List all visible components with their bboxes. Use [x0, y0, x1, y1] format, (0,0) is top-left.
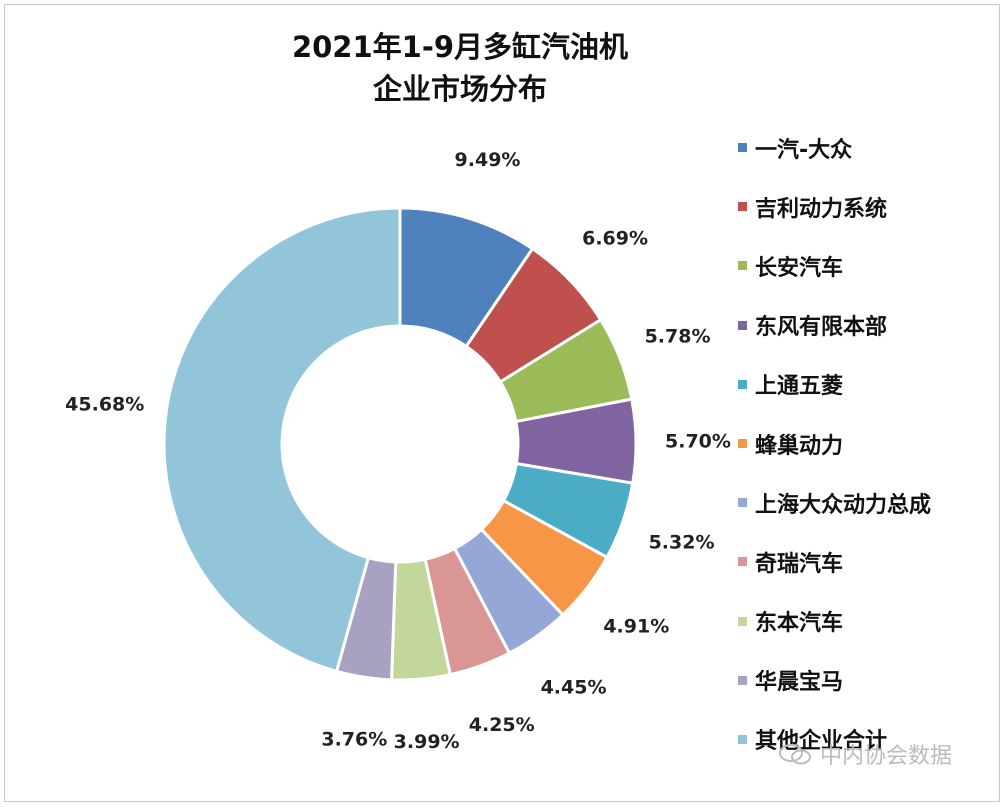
chart-title-line-1: 2021年1-9月多缸汽油机: [291, 30, 629, 64]
donut-slice: [162, 206, 402, 674]
watermark: 中内协会数据: [778, 738, 952, 770]
legend: 一汽-大众吉利动力系统 长安汽车东风有限本部 上通五菱蜂巢动力上海大众动力总成 奇瑞汽…: [738, 118, 931, 769]
legend-label: 长安汽车: [755, 255, 844, 281]
legend-item: 其他企业合计: [738, 710, 931, 769]
legend-item: 华晨宝马: [738, 651, 931, 710]
legend-swatch: [738, 616, 747, 626]
legend-label: 上海大众动力总成: [755, 492, 932, 518]
legend-label: 上通五菱: [755, 374, 844, 400]
legend-label: 一汽-大众: [755, 137, 853, 163]
legend-swatch: [738, 734, 747, 744]
data-label: 5.78%: [645, 325, 711, 347]
chart-title: 2021年1-9月多缸汽油机 企业市场分布: [250, 26, 670, 110]
legend-item: 东本汽车: [738, 592, 931, 651]
legend-swatch: [738, 439, 747, 449]
data-label: 4.45%: [541, 676, 607, 698]
data-label: 45.68%: [65, 394, 144, 416]
legend-item: 一汽-大众: [738, 118, 931, 177]
data-label: 5.32%: [649, 532, 715, 554]
legend-swatch: [738, 143, 747, 153]
watermark-text: 中内协会数据: [820, 744, 953, 769]
legend-swatch: [738, 379, 747, 389]
legend-item: 上通五菱: [738, 355, 931, 414]
legend-label: 奇瑞汽车: [755, 551, 844, 577]
legend-item: 东风有限本部: [738, 296, 931, 355]
data-label: 4.25%: [469, 714, 535, 736]
chart-title-line-2: 企业市场分布: [372, 72, 547, 106]
legend-item: 奇瑞汽车: [738, 532, 931, 591]
legend-swatch: [738, 320, 747, 330]
legend-swatch: [738, 261, 747, 271]
legend-label: 华晨宝马: [755, 670, 844, 696]
legend-item: 蜂巢动力: [738, 414, 931, 473]
data-label: 4.91%: [603, 616, 669, 638]
legend-label: 吉利动力系统: [755, 196, 888, 222]
legend-label: 蜂巢动力: [755, 433, 844, 459]
legend-item: 长安汽车: [738, 236, 931, 295]
data-label: 3.76%: [321, 728, 387, 750]
legend-item: 上海大众动力总成: [738, 473, 931, 532]
wechat-icon: [779, 744, 811, 765]
legend-item: 吉利动力系统: [738, 177, 931, 236]
data-label: 5.70%: [665, 430, 731, 452]
legend-swatch: [738, 557, 747, 567]
legend-swatch: [738, 202, 747, 212]
legend-swatch: [738, 675, 747, 685]
legend-label: 其他企业合计: [755, 729, 888, 755]
legend-swatch: [738, 498, 747, 508]
data-label: 3.99%: [394, 731, 460, 753]
data-label: 6.69%: [582, 228, 648, 250]
data-label: 9.49%: [455, 149, 521, 171]
legend-label: 东风有限本部: [755, 315, 888, 341]
legend-label: 东本汽车: [755, 611, 844, 637]
chart-frame: [4, 4, 1000, 802]
